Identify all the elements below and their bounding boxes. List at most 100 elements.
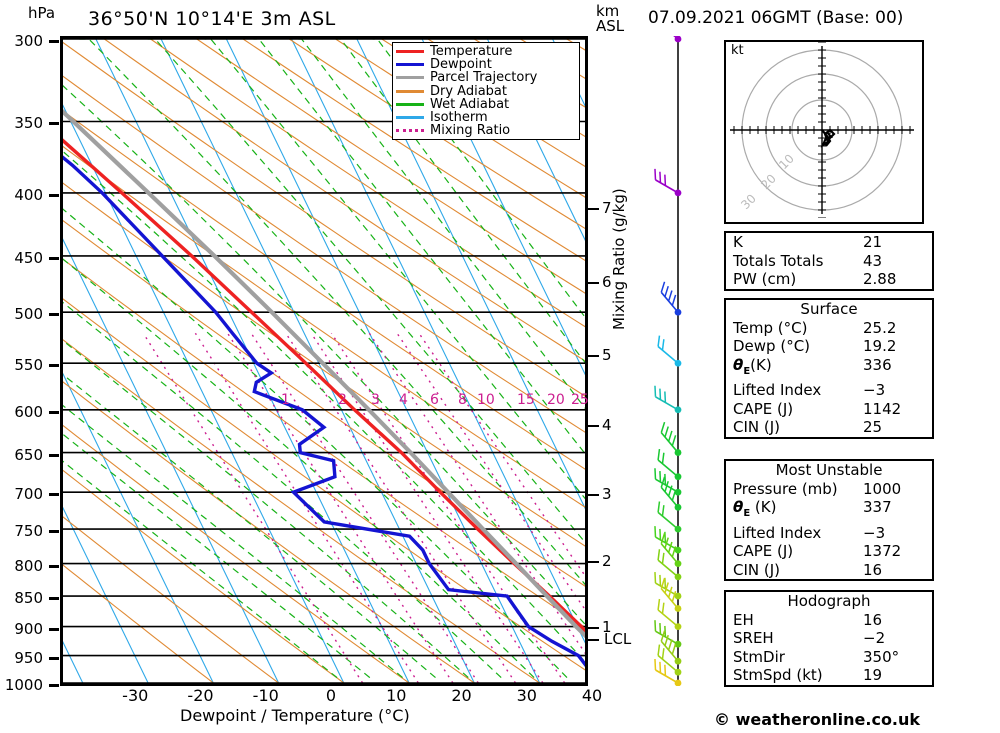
profile-dewpoint: [63, 155, 585, 667]
altitude-tick: [588, 425, 599, 428]
wind-barb-flag: [660, 577, 666, 589]
wind-barb-staff: [660, 432, 679, 454]
wind-barb-flag: [671, 294, 677, 306]
wind-barb-flag: [657, 549, 661, 561]
wind-barb-flag: [657, 335, 661, 347]
wind-barb-staff: [657, 345, 679, 364]
wind-barb-flag: [667, 586, 673, 598]
surface-panel: Surface Temp (°C) 25.2 Dewp (°C) 19.2 θE(K) 33…: [724, 298, 934, 439]
run-datetime-title: 07.09.2021 06GMT (Base: 00): [648, 8, 904, 28]
pressure-tick: [49, 40, 59, 43]
panel-row-value: 16: [863, 560, 883, 579]
wet-adiabat-line: [147, 39, 585, 544]
wind-barb-point: [674, 573, 682, 581]
wind-barb: [660, 630, 682, 665]
panel-row-value: 19: [863, 666, 883, 684]
pressure-tick-label: 900: [14, 619, 43, 638]
wind-barb-flag: [667, 541, 673, 553]
wind-barb-point: [674, 560, 682, 568]
legend-item: Dewpoint: [396, 58, 576, 71]
panel-row-label: θE(K): [733, 355, 772, 377]
wet-adiabat-line: [63, 373, 436, 679]
wind-barb-flag: [654, 526, 657, 538]
dry-adiabat-line: [63, 516, 279, 683]
panel-row-label: CAPE (J): [733, 542, 794, 560]
legend-item: Isotherm: [396, 111, 576, 124]
temperature-tick-label: 20: [451, 686, 472, 705]
wet-adiabat-line: [63, 339, 469, 679]
wind-barb-flag: [664, 391, 667, 403]
skewt-svg: [63, 39, 585, 683]
panel-row-label: StmDir: [733, 647, 785, 666]
panel-row: Temp (°C) 25.2: [726, 319, 932, 338]
mixing-ratio-line: [418, 332, 585, 577]
wind-barb: [657, 644, 682, 676]
skewt-plot-area: [63, 39, 585, 683]
panel-row-label: StmSpd (kt): [733, 666, 823, 684]
panel-title: Hodograph: [787, 592, 871, 610]
temperature-tick-label: -20: [187, 686, 214, 705]
pressure-tick-label: 550: [14, 356, 43, 375]
pressure-tick-label: 350: [14, 114, 43, 133]
legend-item: Temperature: [396, 45, 576, 58]
panel-row: Pressure (mb) 1000: [726, 480, 932, 499]
wind-barb-flag: [659, 171, 662, 183]
indices-panel: K 21 Totals Totals 43 PW (cm) 2.88: [724, 231, 934, 291]
panel-row-value: 2.88: [863, 270, 897, 288]
hodograph-plot: 10 20 30: [724, 40, 924, 224]
wind-barb-staff: [655, 669, 679, 684]
panel-row-label: PW (cm): [733, 270, 797, 288]
pressure-tick-label: 850: [14, 589, 43, 608]
panel-row-value: 19.2: [863, 337, 897, 355]
wet-adiabat-line: [63, 258, 535, 679]
pressure-tick-label: 500: [14, 305, 43, 324]
wind-barb-flag: [657, 598, 661, 611]
panel-row-value: 25.2: [863, 318, 897, 337]
pressure-tick: [49, 122, 59, 126]
panel-row: CIN (J) 16: [726, 561, 932, 580]
wind-barb-point: [674, 488, 682, 496]
legend-swatch: [396, 116, 424, 120]
mixing-ratio-line: [330, 332, 566, 683]
wind-barb: [657, 598, 682, 631]
altitude-tick-label: 7: [602, 198, 612, 217]
wind-barb: [657, 335, 682, 367]
panel-row-label: EH: [733, 610, 754, 629]
wet-adiabat-line: [63, 85, 585, 626]
legend-label: Temperature: [430, 44, 513, 60]
legend-item: Wet Adiabat: [396, 98, 576, 111]
wind-barb-point: [674, 592, 682, 600]
legend-label: Dewpoint: [430, 57, 492, 73]
dry-adiabat-line: [63, 424, 410, 683]
panel-row-label: CIN (J): [733, 418, 781, 436]
pressure-tick: [49, 256, 59, 260]
wind-barb-staff: [660, 588, 679, 610]
isotherm-line: [63, 238, 280, 683]
wind-barb-flag: [660, 476, 666, 488]
legend-swatch: [396, 63, 424, 67]
panel-row: PW (cm) 2.88: [726, 270, 932, 289]
panel-row-label: Totals Totals: [733, 251, 824, 270]
wind-barb-flag: [661, 505, 665, 517]
wind-barb-staff: [657, 459, 679, 478]
altitude-tick-label: 6: [602, 273, 612, 292]
panel-row: EH 16: [726, 611, 932, 630]
wind-barb-flag: [664, 174, 667, 186]
legend: Temperature Dewpoint Parcel Trajectory Dry …: [392, 42, 580, 141]
wind-barb-flag: [661, 602, 665, 614]
wind-barb-staff: [660, 640, 679, 662]
wind-barb-flag: [664, 537, 669, 549]
wet-adiabat-line: [204, 39, 585, 500]
panel-row-label: Temp (°C): [733, 318, 808, 337]
legend-item: Mixing Ratio: [396, 124, 576, 137]
wind-barb-flag: [660, 281, 666, 293]
panel-row: CAPE (J) 1372: [726, 542, 932, 561]
mixing-ratio-line: [285, 332, 517, 683]
pressure-tick-label: 750: [14, 522, 43, 541]
altitude-tick-label: 1: [602, 617, 612, 636]
wind-barb-flag: [654, 620, 657, 632]
panel-row-value: 25: [863, 418, 883, 436]
profile-temperature: [63, 138, 585, 634]
wind-barb-point: [674, 35, 682, 43]
